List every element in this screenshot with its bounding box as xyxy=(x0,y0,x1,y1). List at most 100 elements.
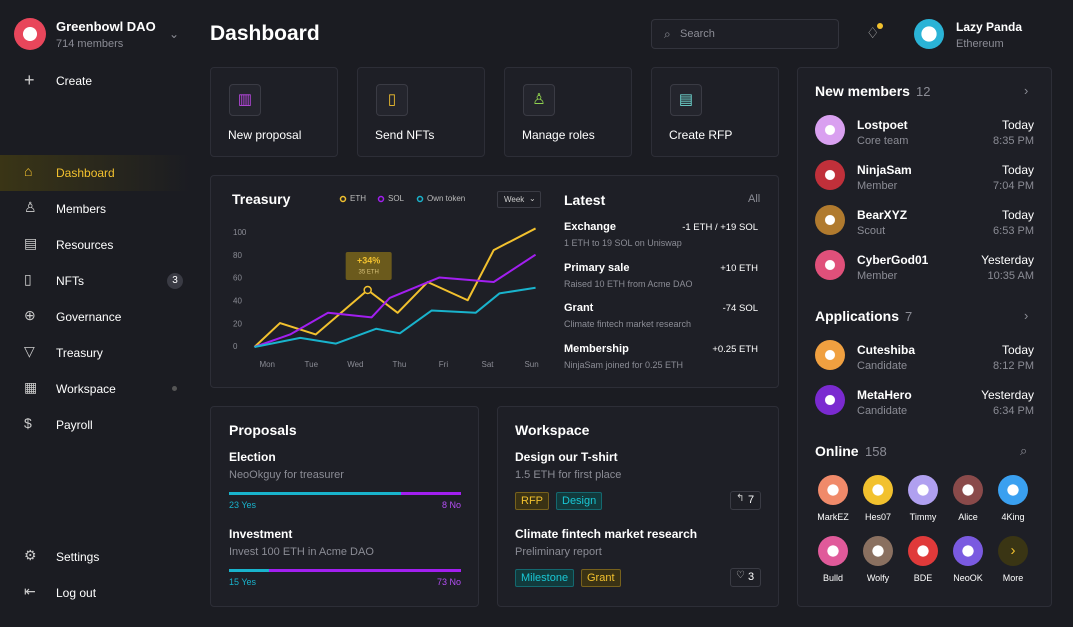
footer-item[interactable]: Settings xyxy=(56,550,100,564)
member-avatar[interactable] xyxy=(815,250,845,280)
online-name[interactable]: NeoOK xyxy=(953,573,983,583)
latest-item-title[interactable]: Membership xyxy=(564,342,629,355)
latest-item-amount: -1 ETH / +19 SOL xyxy=(682,222,758,233)
bell-icon[interactable]: ♢ xyxy=(866,25,880,42)
create-icon[interactable]: + xyxy=(24,70,35,90)
member-avatar[interactable] xyxy=(815,205,845,235)
latest-item-title[interactable]: Grant xyxy=(564,302,594,314)
online-avatar[interactable] xyxy=(908,475,938,505)
nav-icon[interactable]: ▦ xyxy=(24,379,38,395)
task-title[interactable]: Design our T-shirt xyxy=(515,450,618,464)
footer-item[interactable]: Log out xyxy=(56,586,97,600)
latest-item-title[interactable]: Exchange xyxy=(564,221,616,233)
online-name[interactable]: Bulld xyxy=(822,573,843,583)
online-name[interactable]: Hes07 xyxy=(864,512,891,522)
online-avatar[interactable] xyxy=(998,475,1028,505)
more-button[interactable]: › xyxy=(998,536,1028,566)
online-name[interactable]: MarkEZ xyxy=(817,512,849,522)
section-more[interactable]: › xyxy=(1024,83,1029,98)
action-label[interactable]: New proposal xyxy=(228,128,302,142)
nav-icon[interactable]: ⊕ xyxy=(24,307,36,323)
online-avatar[interactable] xyxy=(818,475,848,505)
section-title: Online xyxy=(815,443,859,459)
nav-item[interactable]: Resources xyxy=(56,238,114,252)
proposal-title[interactable]: Election xyxy=(229,450,276,464)
proposal-title[interactable]: Investment xyxy=(229,527,293,541)
org-chevron[interactable]: ⌄ xyxy=(169,27,180,41)
nav-item[interactable]: Payroll xyxy=(56,418,93,432)
member-role: Scout xyxy=(857,225,886,237)
section-title: Applications xyxy=(815,308,900,324)
online-avatar[interactable] xyxy=(863,536,893,566)
user-avatar[interactable] xyxy=(914,19,944,49)
member-name[interactable]: NinjaSam xyxy=(857,163,912,177)
nav-item[interactable]: Governance xyxy=(56,310,122,324)
period-select[interactable] xyxy=(497,191,541,208)
member-avatar[interactable] xyxy=(815,115,845,145)
latest-item-amount: +0.25 ETH xyxy=(712,343,758,355)
more-label[interactable]: More xyxy=(1002,573,1024,583)
member-name[interactable]: BearXYZ xyxy=(857,208,908,222)
action-icon[interactable]: ▯ xyxy=(376,84,408,116)
footer-icon[interactable]: ⚙ xyxy=(24,547,37,563)
online-name[interactable]: Wolfy xyxy=(866,573,890,583)
latest-item-amount: -74 SOL xyxy=(722,303,758,314)
task-title[interactable]: Climate fintech market research xyxy=(515,527,698,541)
action-icon[interactable]: ▥ xyxy=(229,84,261,116)
latest-link[interactable]: All xyxy=(748,193,761,205)
task-count-box[interactable] xyxy=(730,491,761,510)
task-tag[interactable]: RFP xyxy=(515,492,549,510)
member-name[interactable]: Cuteshiba xyxy=(857,343,916,357)
create[interactable]: Create xyxy=(56,74,93,88)
org-name[interactable]: Greenbowl DAO xyxy=(56,19,156,34)
latest-item-title[interactable]: Primary sale xyxy=(564,261,630,274)
nav-icon[interactable]: $ xyxy=(24,415,32,431)
online-avatar[interactable] xyxy=(863,475,893,505)
nav-item[interactable]: NFTs xyxy=(56,274,84,288)
member-name[interactable]: MetaHero xyxy=(857,388,912,402)
nav-item[interactable]: Dashboard xyxy=(56,166,115,180)
footer-icon[interactable]: ⇤ xyxy=(24,583,36,599)
action-icon[interactable]: ♙ xyxy=(523,84,555,116)
nav-item[interactable]: Members xyxy=(56,202,107,216)
search-placeholder[interactable]: Search xyxy=(680,28,715,40)
online-avatar[interactable] xyxy=(953,475,983,505)
member-day: Today xyxy=(1001,343,1034,357)
online-name[interactable]: Alice xyxy=(958,512,978,522)
nav-icon[interactable]: ▯ xyxy=(24,271,32,287)
action-label[interactable]: Manage roles xyxy=(522,128,595,142)
nav-icon[interactable]: ♙ xyxy=(24,199,37,215)
online-name[interactable]: 4King xyxy=(1001,512,1025,522)
action-card[interactable] xyxy=(357,67,485,157)
action-icon[interactable]: ▤ xyxy=(670,84,702,116)
nav-icon[interactable]: ⌂ xyxy=(24,163,33,179)
vote-bar-yes xyxy=(229,569,269,572)
online-avatar[interactable] xyxy=(818,536,848,566)
nav-icon[interactable]: ▤ xyxy=(24,235,38,251)
latest-item-desc: 1 ETH to 19 SOL on Uniswap xyxy=(564,238,682,248)
member-avatar[interactable] xyxy=(815,340,845,370)
online-name[interactable]: BDE xyxy=(913,573,933,583)
search-box[interactable] xyxy=(651,19,839,49)
online-search[interactable]: ⌕ xyxy=(1020,443,1028,458)
online-avatar[interactable] xyxy=(908,536,938,566)
nav-item[interactable]: Workspace xyxy=(56,382,116,396)
action-label[interactable]: Send NFTs xyxy=(375,128,435,142)
period-label[interactable]: Week xyxy=(504,195,525,204)
member-name[interactable]: CyberGod01 xyxy=(857,253,929,267)
member-avatar[interactable] xyxy=(815,160,845,190)
online-avatar[interactable] xyxy=(953,536,983,566)
member-avatar[interactable] xyxy=(815,385,845,415)
task-tag[interactable]: Milestone xyxy=(515,569,575,587)
member-name[interactable]: Lostpoet xyxy=(857,118,908,132)
task-tag[interactable]: Design xyxy=(556,492,603,510)
nav-icon[interactable]: ▽ xyxy=(24,343,35,359)
section-more[interactable]: › xyxy=(1024,308,1029,323)
member-role: Member xyxy=(857,270,898,282)
online-name[interactable]: Timmy xyxy=(909,512,937,522)
latest-item-desc: Climate fintech market research xyxy=(564,319,692,329)
nav-item[interactable]: Treasury xyxy=(56,346,103,360)
action-label[interactable]: Create RFP xyxy=(669,128,733,142)
task-count-box[interactable] xyxy=(730,568,761,587)
task-tag[interactable]: Grant xyxy=(581,569,621,587)
